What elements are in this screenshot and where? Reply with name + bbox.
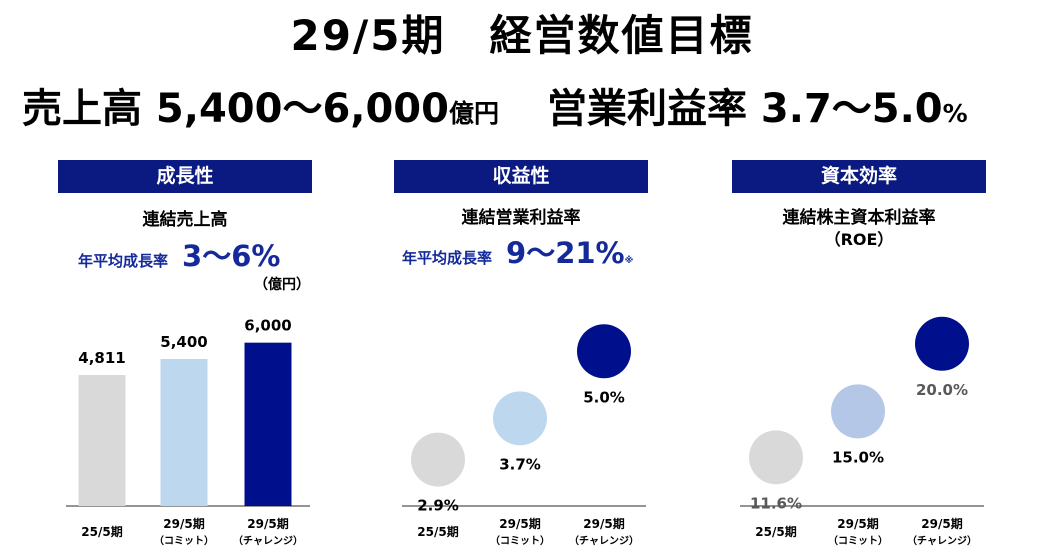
category-sublabel-1: （コミット） xyxy=(828,534,888,547)
panel-header-capital-efficiency: 資本効率 xyxy=(732,160,986,193)
data-label-2: 6,000 xyxy=(244,317,291,335)
sales-target: 売上高 5,400～6,000 xyxy=(22,86,449,132)
target-summary: 売上高 5,400～6,000億円 営業利益率 3.7～5.0% xyxy=(22,76,1032,134)
operating-margin-chart: 2.9% 25/5期 3.7% 29/5期 （コミット） 5.0% 29/5期 （チャレンジ） xyxy=(402,324,646,547)
metric-subtitle-roe: （ROE） xyxy=(824,230,894,249)
category-label-0: 25/5期 xyxy=(81,524,122,539)
unit-note: （億円） xyxy=(254,277,310,293)
bar-0 xyxy=(78,375,126,506)
growth-panel: 成長性 連結売上高 年平均成長率 3～6% （億円） 4,811 25/5期 5,40… xyxy=(58,160,358,552)
growth-rate-label: 年平均成長率 xyxy=(402,249,493,267)
point-1 xyxy=(493,391,547,446)
sales-unit: 億円 xyxy=(448,99,499,128)
growth-rate-sales: 年平均成長率 3～6% xyxy=(78,233,280,275)
point-2 xyxy=(577,324,631,379)
point-1 xyxy=(831,384,885,439)
growth-rate-margin: 年平均成長率 9～21%※ xyxy=(402,230,633,272)
point-0 xyxy=(749,430,803,485)
data-label-0: 11.6% xyxy=(750,494,802,512)
category-sublabel-1: （コミット） xyxy=(154,534,214,547)
category-label-0: 25/5期 xyxy=(755,524,796,539)
margin-unit: % xyxy=(942,99,968,128)
category-label-1: 29/5期 xyxy=(499,516,540,531)
metric-title-roe: 連結株主資本利益率 xyxy=(782,208,936,228)
point-0 xyxy=(411,432,465,487)
data-label-1: 15.0% xyxy=(832,448,884,466)
category-label-1: 29/5期 xyxy=(163,516,204,531)
metric-title-operating-margin: 連結営業利益率 xyxy=(461,208,581,228)
bar-1 xyxy=(160,359,208,506)
category-sublabel-2: （チャレンジ） xyxy=(569,534,639,547)
data-label-1: 5,400 xyxy=(160,333,207,351)
profitability-panel: 収益性 連結営業利益率 年平均成長率 9～21%※ 2.9% 25/5期 3.7% 29… xyxy=(394,160,694,552)
category-sublabel-1: （コミット） xyxy=(490,534,550,547)
growth-rate-value: 9～21% xyxy=(506,236,625,270)
point-2 xyxy=(915,316,969,371)
panel-header-profitability: 収益性 xyxy=(394,160,648,193)
category-sublabel-2: （チャレンジ） xyxy=(907,534,977,547)
panel-header-growth: 成長性 xyxy=(58,160,312,193)
data-label-2: 20.0% xyxy=(916,381,968,399)
data-label-0: 2.9% xyxy=(417,497,459,515)
data-label-0: 4,811 xyxy=(78,349,125,367)
capital-efficiency-panel: 資本効率 連結株主資本利益率 （ROE） 11.6% 25/5期 15.0% 29/5… xyxy=(732,160,1032,552)
category-sublabel-2: （チャレンジ） xyxy=(233,534,303,547)
roe-chart: 11.6% 25/5期 15.0% 29/5期 （コミット） 20.0% 29/5期 （チャレ… xyxy=(740,316,984,547)
data-label-1: 3.7% xyxy=(499,455,541,473)
category-label-0: 25/5期 xyxy=(417,524,458,539)
category-label-2: 29/5期 xyxy=(921,516,962,531)
sales-bar-chart: 4,811 25/5期 5,400 29/5期 （コミット） 6,000 29/5期 （チャレ… xyxy=(66,317,310,547)
category-label-2: 29/5期 xyxy=(583,516,624,531)
growth-rate-value: 3～6% xyxy=(182,239,281,273)
growth-rate-label: 年平均成長率 xyxy=(78,252,169,270)
category-label-1: 29/5期 xyxy=(837,516,878,531)
page-title: 29/5期 経営数値目標 xyxy=(290,11,754,60)
margin-target: 営業利益率 3.7～5.0 xyxy=(547,86,943,132)
data-label-2: 5.0% xyxy=(583,388,625,406)
metric-title-sales: 連結売上高 xyxy=(142,210,228,230)
footnote-mark: ※ xyxy=(624,256,634,266)
category-label-2: 29/5期 xyxy=(247,516,288,531)
bar-2 xyxy=(244,342,292,506)
